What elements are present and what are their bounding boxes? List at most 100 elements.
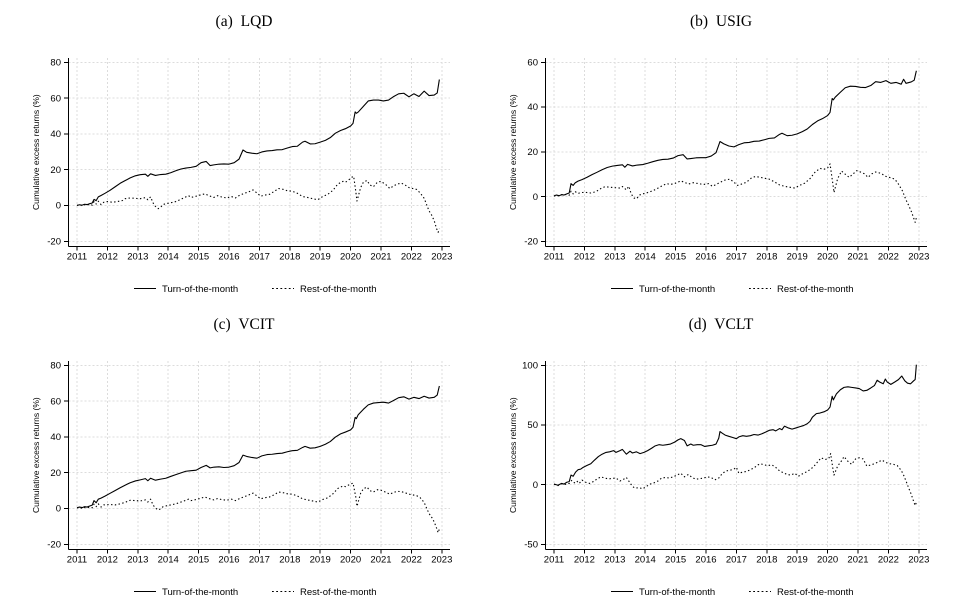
x-tick-label: 2016	[695, 252, 716, 263]
x-tick-label: 2011	[67, 252, 87, 263]
legend-label-turn-of-the-month: Turn-of-the-month	[162, 284, 238, 295]
x-tick-label: 2013	[604, 252, 625, 263]
x-tick-label: 2011	[67, 555, 87, 566]
x-tick-label: 2022	[878, 555, 899, 566]
y-tick-label: 20	[50, 468, 61, 479]
y-axis-title: Cumulative excess returns (%)	[31, 397, 41, 513]
gridlines	[545, 361, 927, 550]
x-tick-label: 2021	[847, 252, 868, 263]
legend-label-rest-of-the-month: Rest-of-the-month	[300, 284, 377, 295]
y-tick-label: 40	[50, 432, 61, 443]
y-tick-label: 20	[50, 165, 61, 176]
x-tick-label: 2016	[218, 252, 239, 263]
x-tick-label: 2017	[249, 252, 270, 263]
y-tick-label: 60	[50, 396, 61, 407]
y-tick-label: -20	[47, 236, 61, 247]
x-tick-label: 2013	[127, 252, 148, 263]
chart-cell-d: -50 0 50 100 2011 2012 2013 2014 2015 2016 2017 201…	[477, 303, 954, 606]
x-tick-label: 2014	[158, 252, 179, 263]
legend: Turn-of-the-month Rest-of-the-month	[134, 284, 377, 295]
legend: Turn-of-the-month Rest-of-the-month	[611, 587, 854, 598]
axes	[541, 58, 927, 251]
x-tick-label: 2019	[787, 555, 808, 566]
y-tick-label: 60	[50, 93, 61, 104]
y-tick-label: 100	[522, 360, 538, 371]
y-tick-labels: -20 0 20 40 60 80	[47, 360, 61, 550]
y-tick-label: 0	[533, 192, 538, 203]
x-tick-labels: 2011 2012 2013 2014 2015 2016 2017 2018 2019 2020…	[544, 555, 930, 566]
x-tick-label: 2018	[756, 252, 777, 263]
chart-cell-b: -20 0 20 40 60 2011 2012 2013 2014 2015 2016 2017 20…	[477, 0, 954, 303]
legend-label-turn-of-the-month: Turn-of-the-month	[162, 587, 238, 598]
y-tick-label: 80	[50, 360, 61, 371]
y-tick-label: 0	[56, 201, 61, 212]
axes	[541, 361, 927, 554]
x-tick-label: 2022	[878, 252, 899, 263]
x-tick-label: 2020	[340, 252, 361, 263]
x-tick-label: 2018	[279, 252, 300, 263]
chart-title-d: (d) VCLT	[688, 316, 754, 333]
chart-cell-a: -20 0 20 40 60 80 2011 2012 2013 2014 2015 2016 2017…	[0, 0, 477, 303]
series-line-rest-of-the-month	[76, 175, 440, 233]
y-axis-title: Cumulative excess returns (%)	[31, 94, 41, 210]
y-tick-labels: -50 0 50 100	[522, 360, 538, 550]
x-tick-label: 2019	[787, 252, 808, 263]
x-tick-label: 2020	[340, 555, 361, 566]
axes	[64, 361, 450, 554]
series-line-turn-of-the-month	[76, 385, 440, 509]
x-tick-label: 2012	[574, 555, 595, 566]
x-tick-label: 2017	[249, 555, 270, 566]
x-tick-label: 2023	[908, 555, 929, 566]
x-tick-label: 2020	[817, 252, 838, 263]
x-tick-label: 2016	[218, 555, 239, 566]
x-tick-labels: 2011 2012 2013 2014 2015 2016 2017 2018 2019 2020…	[544, 252, 930, 263]
y-tick-label: 40	[527, 102, 538, 113]
x-tick-label: 2012	[574, 252, 595, 263]
y-tick-label: 40	[50, 129, 61, 140]
series-line-rest-of-the-month	[553, 453, 917, 507]
x-tick-label: 2017	[726, 555, 747, 566]
y-tick-label: -20	[524, 237, 538, 248]
x-tick-label: 2017	[726, 252, 747, 263]
x-tick-label: 2023	[431, 555, 452, 566]
legend-label-rest-of-the-month: Rest-of-the-month	[777, 587, 854, 598]
x-tick-label: 2019	[310, 252, 331, 263]
chart-svg-vcit: -20 0 20 40 60 80 2011 2012 2013 2014 2015 2016 2017…	[31, 360, 452, 598]
x-tick-label: 2015	[665, 555, 686, 566]
series-line-turn-of-the-month	[553, 70, 917, 197]
x-tick-label: 2014	[635, 555, 656, 566]
axes	[64, 58, 450, 251]
series-line-turn-of-the-month	[553, 364, 917, 486]
chart-canvas-d: -50 0 50 100 2011 2012 2013 2014 2015 2016 2017 201…	[477, 303, 954, 606]
chart-canvas-a: -20 0 20 40 60 80 2011 2012 2013 2014 2015 2016 2017…	[0, 0, 477, 303]
x-tick-label: 2012	[97, 555, 118, 566]
y-tick-label: -50	[524, 539, 538, 550]
y-tick-label: -20	[47, 539, 61, 550]
x-tick-label: 2021	[847, 555, 868, 566]
y-axis-title: Cumulative excess returns (%)	[508, 94, 518, 210]
x-tick-label: 2018	[756, 555, 777, 566]
x-tick-label: 2013	[127, 555, 148, 566]
x-tick-label: 2018	[279, 555, 300, 566]
legend-label-rest-of-the-month: Rest-of-the-month	[300, 587, 377, 598]
series-line-rest-of-the-month	[553, 163, 917, 223]
legend-label-rest-of-the-month: Rest-of-the-month	[777, 284, 854, 295]
chart-cell-c: -20 0 20 40 60 80 2011 2012 2013 2014 2015 2016 2017…	[0, 303, 477, 606]
legend-label-turn-of-the-month: Turn-of-the-month	[639, 587, 715, 598]
x-tick-label: 2015	[188, 555, 209, 566]
legend-label-turn-of-the-month: Turn-of-the-month	[639, 284, 715, 295]
y-tick-labels: -20 0 20 40 60	[524, 57, 538, 247]
x-tick-label: 2011	[544, 252, 564, 263]
x-tick-label: 2014	[158, 555, 179, 566]
y-tick-label: 0	[56, 504, 61, 515]
y-tick-label: 0	[533, 480, 538, 491]
legend: Turn-of-the-month Rest-of-the-month	[134, 587, 377, 598]
x-tick-label: 2013	[604, 555, 625, 566]
chart-title-a: (a) LQD	[215, 13, 273, 30]
series-line-turn-of-the-month	[76, 79, 440, 207]
x-tick-label: 2015	[665, 252, 686, 263]
x-tick-label: 2022	[401, 252, 422, 263]
